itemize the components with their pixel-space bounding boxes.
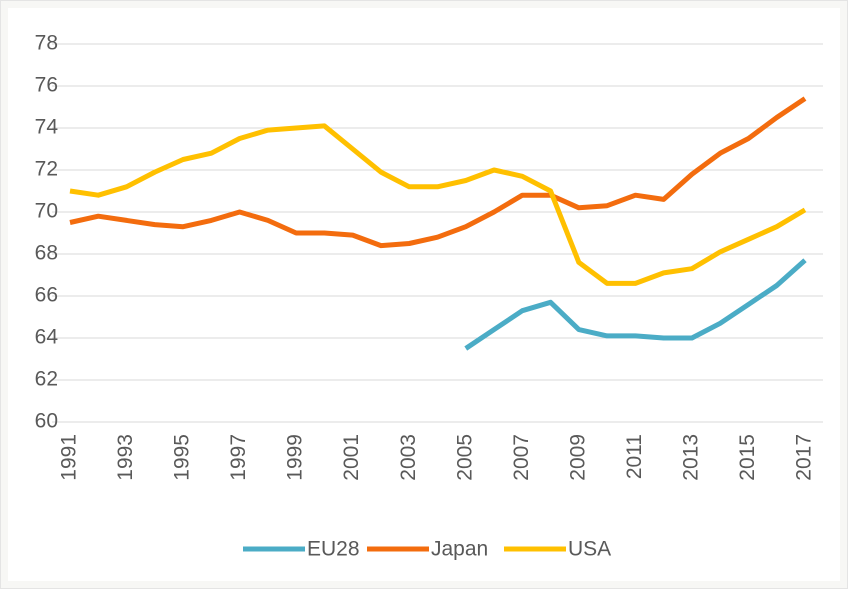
y-tick-label: 74 (35, 116, 59, 139)
y-tick-label: 70 (35, 200, 58, 223)
y-tick-label: 76 (35, 74, 58, 97)
y-tick-label: 62 (35, 368, 58, 391)
x-tick-label: 2013 (679, 434, 702, 481)
x-tick-label: 1999 (284, 434, 307, 481)
x-tick-label: 2015 (736, 434, 759, 481)
legend-label: USA (568, 538, 611, 561)
x-tick-label: 2001 (340, 434, 363, 481)
x-tick-label: 1993 (114, 434, 137, 481)
y-tick-label: 78 (35, 32, 58, 55)
x-tick-label: 2017 (793, 434, 816, 481)
y-tick-label: 64 (35, 326, 59, 349)
x-tick-label: 2005 (453, 434, 476, 481)
line-series (69, 123, 807, 286)
legend-label: EU28 (307, 538, 360, 561)
plot-background (8, 8, 840, 581)
x-tick-label: 2011 (623, 434, 646, 479)
x-tick-label: 2009 (566, 434, 589, 481)
x-tick-label: 1991 (58, 434, 81, 481)
legend-label: Japan (431, 538, 488, 561)
y-tick-label: 66 (35, 284, 58, 307)
x-tick-label: 1995 (171, 434, 194, 481)
line-series (464, 258, 807, 351)
y-tick-label: 68 (35, 242, 58, 265)
y-tick-label: 60 (35, 410, 58, 433)
x-tick-label: 2003 (397, 434, 420, 481)
x-tick-label: 1997 (227, 434, 250, 481)
x-tick-label: 2007 (510, 434, 533, 481)
line-series (69, 96, 807, 249)
y-tick-label: 72 (35, 158, 58, 181)
